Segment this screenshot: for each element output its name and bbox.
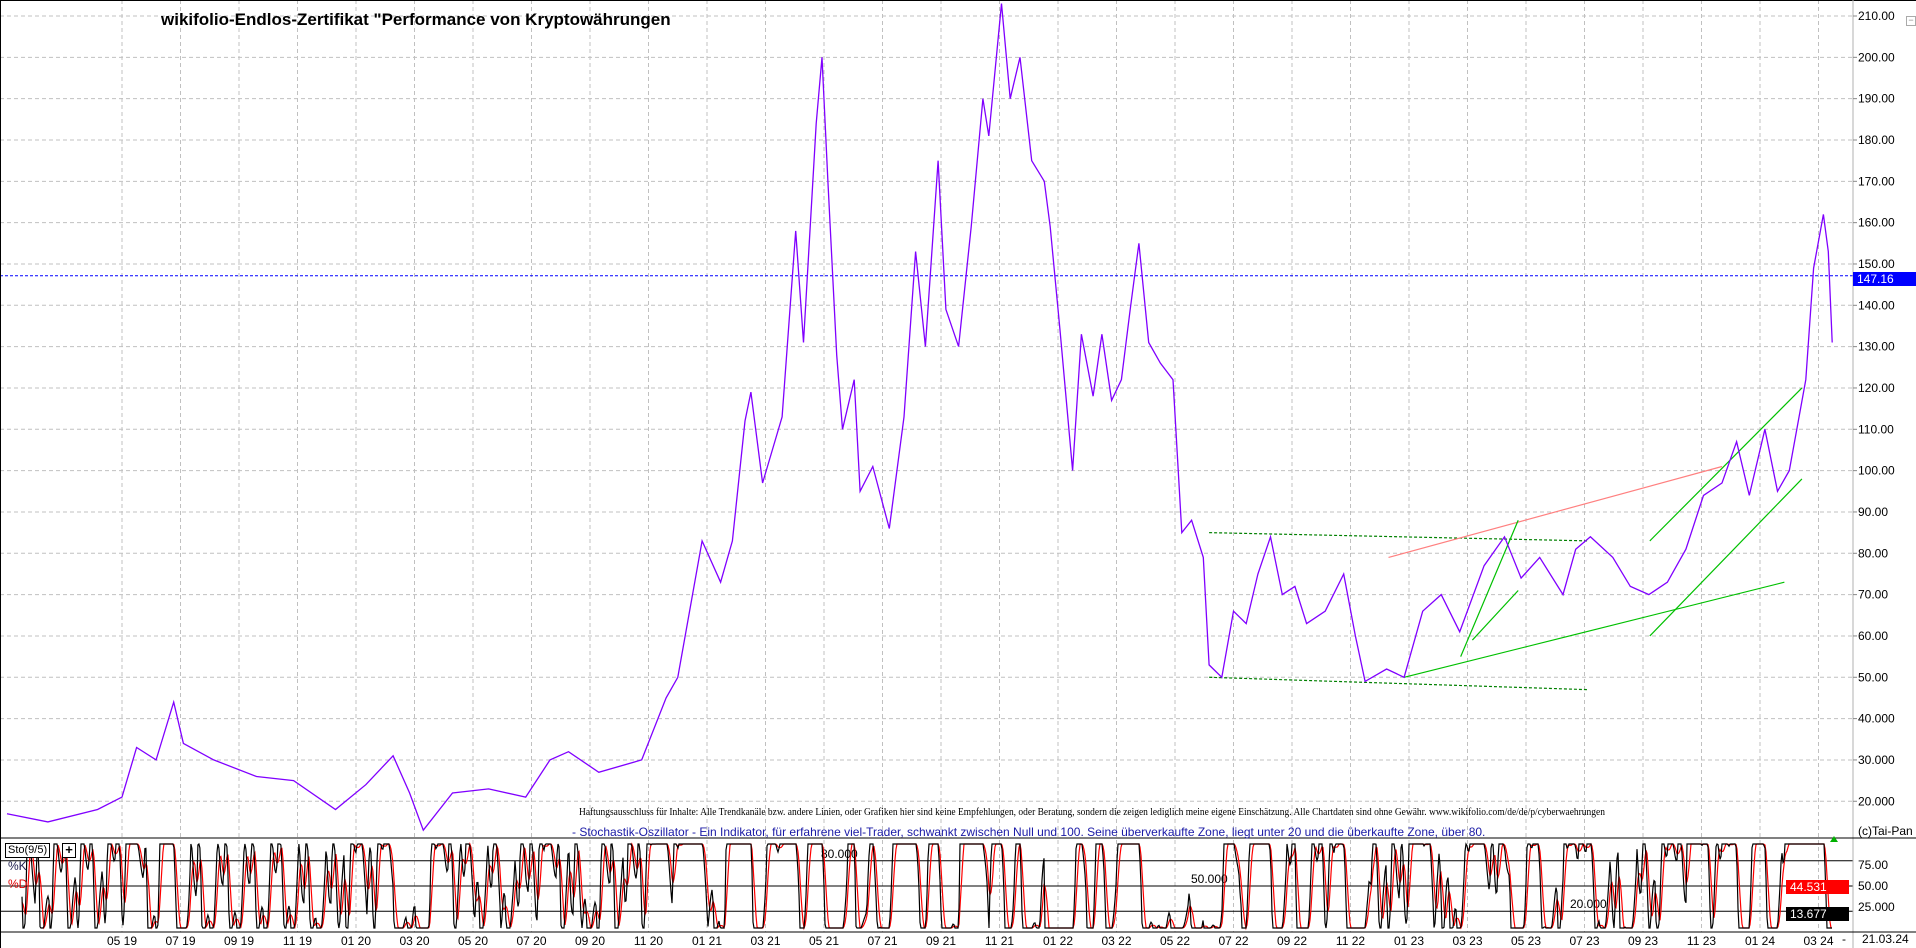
- minus-icon[interactable]: −: [1906, 16, 1916, 26]
- y-tick-label: 70.00: [1858, 588, 1888, 602]
- x-tick-label: 09 22: [1277, 934, 1307, 948]
- x-tick-label: 07 21: [867, 934, 897, 948]
- trendlines: [1209, 387, 1803, 691]
- y-tick-label: 100.00: [1858, 464, 1895, 478]
- y-tick-label: 170.00: [1858, 174, 1895, 188]
- y-tick-label: 90.00: [1858, 505, 1888, 519]
- stoch-y-tick-label: 75.00: [1858, 858, 1888, 872]
- trendline: [1403, 581, 1785, 678]
- trendline: [1460, 519, 1519, 657]
- x-tick-label: 03 20: [399, 934, 429, 948]
- y-tick-label: 190.00: [1858, 92, 1895, 106]
- indicator-description: - Stochastik-Oszillator - Ein Indikator,…: [572, 825, 1486, 839]
- trendline: [1388, 465, 1723, 559]
- y-tick-label: 60.00: [1858, 629, 1888, 643]
- x-tick-label: 03 24: [1803, 934, 1833, 948]
- x-tick-label: 05 23: [1511, 934, 1541, 948]
- chart-title: wikifolio-Endlos-Zertifikat "Performance…: [161, 10, 671, 29]
- y-tick-label: 20.000: [1858, 794, 1895, 808]
- copyright: (c)Tai-Pan: [1858, 824, 1913, 838]
- y-tick-label: 210.00: [1858, 9, 1895, 23]
- x-tick-label: 01 21: [692, 934, 722, 948]
- trendline: [1209, 676, 1589, 691]
- trendline: [1649, 387, 1803, 542]
- x-tick-label: 11 19: [283, 934, 312, 948]
- trendline: [1209, 532, 1589, 542]
- x-tick-label: 03 23: [1452, 934, 1482, 948]
- green-triangle-icon: [1830, 836, 1838, 842]
- k-series-label: %K: [8, 859, 27, 873]
- trendline: [1471, 590, 1519, 641]
- trendline: [1649, 478, 1803, 637]
- x-tick-label: 09 19: [224, 934, 254, 948]
- x-tick-label: 07 20: [516, 934, 546, 948]
- stoch-level-label: 80.000: [821, 847, 858, 861]
- end-date-label: 21.03.24: [1862, 932, 1909, 946]
- y-tick-label: 120.00: [1858, 381, 1895, 395]
- y-tick-label: 160.00: [1858, 216, 1895, 230]
- x-tick-label: 03 21: [750, 934, 780, 948]
- y-tick-label: 50.00: [1858, 670, 1888, 684]
- stoch-k-line: [21, 842, 1832, 929]
- stoch-y-tick-label: 25.000: [1858, 900, 1895, 914]
- x-tick-label: 01 22: [1043, 934, 1073, 948]
- y-tick-label: 200.00: [1858, 50, 1895, 64]
- x-tick-label: 11 23: [1687, 934, 1716, 948]
- stoch-level-label: 50.000: [1191, 872, 1228, 886]
- x-tick-label: 11 22: [1336, 934, 1365, 948]
- stoch-y-tick-label: 50.00: [1858, 879, 1888, 893]
- x-tick-label: 07 19: [165, 934, 195, 948]
- end-dash: -: [1842, 932, 1846, 946]
- x-tick-label: 01 23: [1394, 934, 1424, 948]
- x-tick-label: 01 24: [1745, 934, 1775, 948]
- x-tick-label: 05 20: [458, 934, 488, 948]
- stochastic-panel: 80.000 50.000 20.000 75.00 50.00 25.000: [0, 842, 1895, 931]
- x-tick-label: 05 21: [809, 934, 839, 948]
- last-price-label: 147.16: [1853, 272, 1916, 286]
- y-tick-label: 110.00: [1858, 422, 1894, 436]
- stoch-k-last-label: 13.677: [1786, 907, 1849, 921]
- y-tick-label: 130.00: [1858, 340, 1895, 354]
- x-tick-label: 05 22: [1160, 934, 1190, 948]
- grid: [0, 0, 1853, 932]
- x-tick-label: 09 21: [926, 934, 956, 948]
- x-tick-label: 09 20: [575, 934, 605, 948]
- y-tick-label: 140.00: [1858, 298, 1895, 312]
- stochastic-indicator-label[interactable]: Sto(9/5): [5, 843, 51, 858]
- disclaimer-text: Haftungsausschluss für Inhalte: Alle Tre…: [579, 806, 1605, 818]
- x-tick-label: 03 22: [1101, 934, 1131, 948]
- stoch-level-label: 20.000: [1570, 897, 1607, 911]
- stoch-d-line: [21, 842, 1832, 931]
- x-tick-label: 05 19: [107, 934, 137, 948]
- y-tick-label: 150.00: [1858, 257, 1895, 271]
- stoch-d-last-label: 44.531: [1786, 880, 1849, 894]
- plus-icon[interactable]: +: [62, 843, 76, 858]
- x-tick-label: 11 20: [634, 934, 663, 948]
- y-tick-label: 30.000: [1858, 753, 1895, 767]
- x-tick-label: 07 22: [1218, 934, 1248, 948]
- x-tick-label: 09 23: [1628, 934, 1658, 948]
- x-tick-label: 01 20: [341, 934, 371, 948]
- x-tick-label: 07 23: [1569, 934, 1599, 948]
- y-tick-label: 180.00: [1858, 133, 1895, 147]
- y-tick-label: 80.00: [1858, 546, 1888, 560]
- y-tick-label: 40.000: [1858, 712, 1895, 726]
- price-series-line: [6, 3, 1833, 832]
- d-series-label: %D: [8, 877, 28, 891]
- x-tick-label: 11 21: [985, 934, 1014, 948]
